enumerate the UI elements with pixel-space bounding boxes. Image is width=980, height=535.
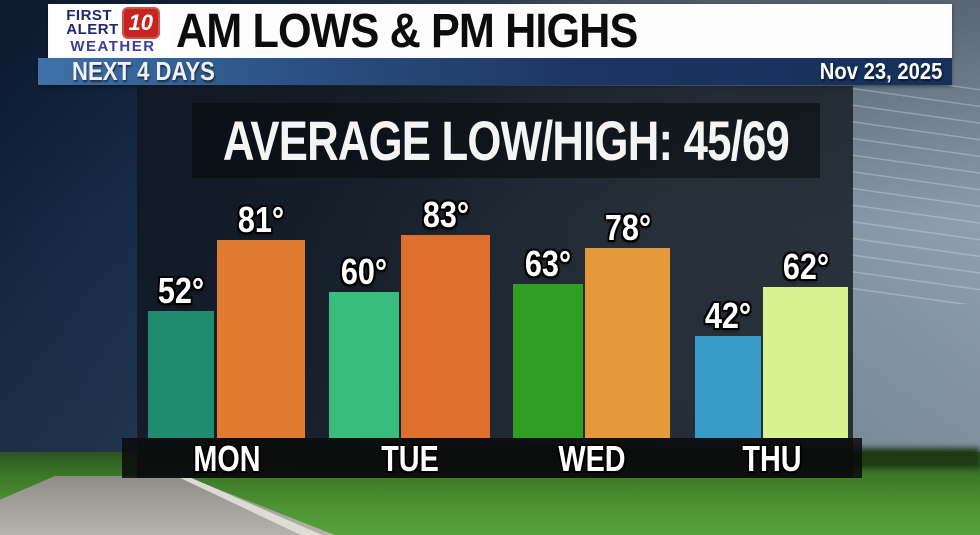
bar-low-tue	[329, 292, 399, 438]
logo-weather-text: WEATHER	[70, 38, 156, 55]
temp-label-high-wed: 78°	[604, 207, 651, 248]
next-4-days-label: NEXT 4 DAYS	[72, 56, 215, 86]
station-logo-firstalert: FIRST ALERT	[66, 7, 119, 38]
temp-label-high-mon: 81°	[237, 199, 285, 240]
station-logo-top: FIRST ALERT 10	[66, 7, 160, 39]
day-label-tue: TUE	[380, 438, 439, 479]
x-axis-strip	[122, 438, 862, 478]
bar-low-mon	[148, 311, 214, 438]
page-title: AM LOWS & PM HIGHS	[176, 4, 638, 58]
station-logo: FIRST ALERT 10 WEATHER	[54, 6, 172, 56]
bar-low-wed	[513, 284, 583, 438]
temp-label-low-tue: 60°	[340, 251, 388, 292]
temp-label-low-thu: 42°	[704, 295, 752, 336]
logo-first-text: FIRST	[66, 7, 113, 24]
background-power-lines	[850, 84, 980, 304]
logo-alert-text: ALERT	[66, 21, 119, 38]
channel-10-badge: 10	[121, 7, 160, 39]
temp-label-high-tue: 83°	[422, 194, 469, 235]
average-low-high-box: AVERAGE LOW/HIGH: 45/69	[192, 103, 820, 178]
subheader-bar: NEXT 4 DAYS Nov 23, 2025	[38, 56, 952, 86]
average-low-high-text: AVERAGE LOW/HIGH: 45/69	[222, 109, 790, 172]
day-label-mon: MON	[192, 438, 261, 479]
temp-label-high-thu: 62°	[782, 246, 829, 287]
bar-high-thu	[763, 287, 848, 438]
bar-low-thu	[695, 336, 761, 438]
temp-label-low-wed: 63°	[524, 243, 572, 284]
temp-label-low-mon: 52°	[157, 270, 205, 311]
day-label-thu: THU	[741, 438, 802, 479]
bar-high-mon	[217, 240, 305, 438]
date-label: Nov 23, 2025	[819, 58, 942, 84]
bar-high-tue	[401, 235, 490, 438]
day-label-wed: WED	[557, 438, 626, 479]
header-bar: FIRST ALERT 10 WEATHER AM LOWS & PM HIGH…	[48, 4, 952, 58]
bar-high-wed	[585, 248, 670, 438]
